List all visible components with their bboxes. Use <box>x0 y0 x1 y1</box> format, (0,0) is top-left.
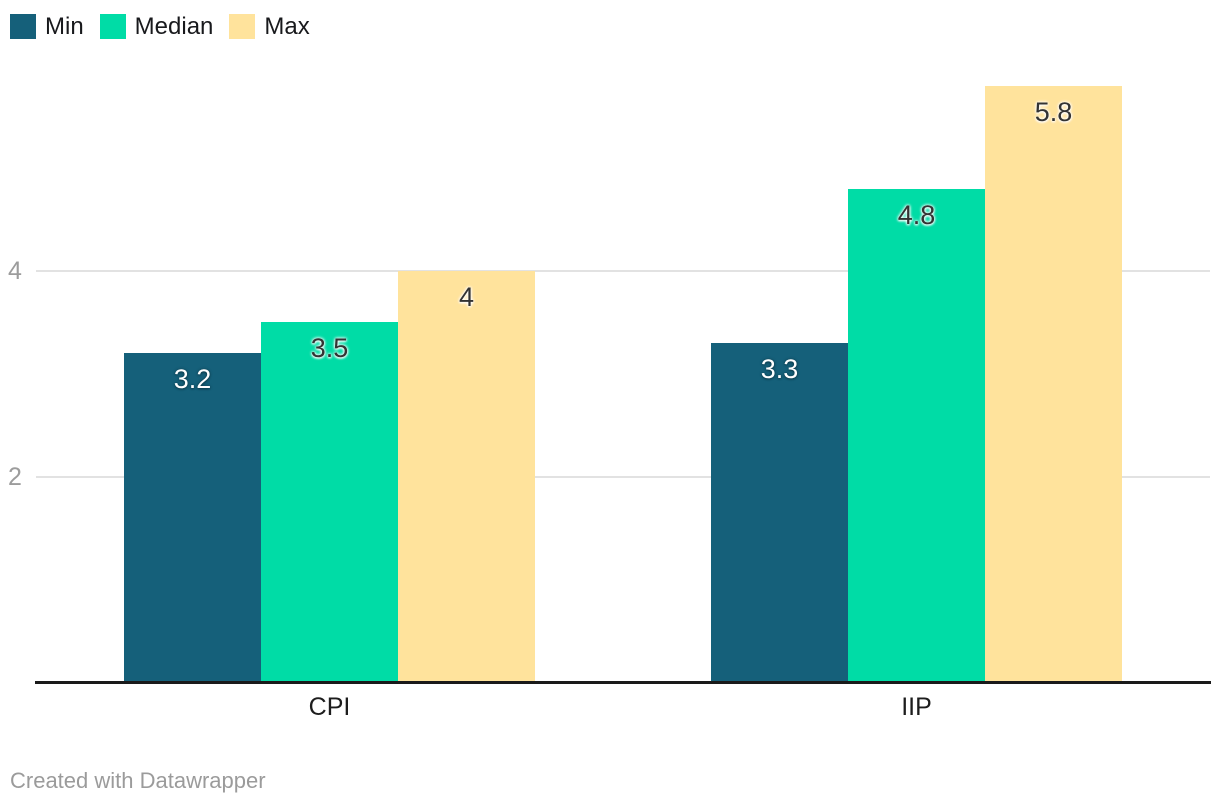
legend-item-median: Median <box>99 13 214 40</box>
legend-item-min: Min <box>10 14 84 39</box>
bar-cpi-median[interactable]: 3.5 <box>261 322 398 683</box>
legend-label-median: Median <box>134 13 214 40</box>
bar-iip-median[interactable]: 4.8 <box>848 189 985 683</box>
gridline-2 <box>36 476 1210 478</box>
legend-label-min: Min <box>45 13 84 40</box>
legend-swatch-max-icon <box>229 14 256 39</box>
y-tick-label-2: 2 <box>8 463 22 491</box>
legend-swatch-median-icon <box>99 14 126 39</box>
gridline-4 <box>36 270 1210 272</box>
bar-value-label: 4.8 <box>897 200 936 230</box>
bar-cpi-min[interactable]: 3.2 <box>124 353 261 683</box>
legend: Min Median Max <box>10 14 310 39</box>
datawrapper-credit-link[interactable]: Created with Datawrapper <box>10 768 266 793</box>
legend-item-max: Max <box>229 13 310 40</box>
bar-iip-min[interactable]: 3.3 <box>711 343 848 683</box>
x-axis-line <box>35 681 1211 684</box>
bar-value-label: 5.8 <box>1034 97 1073 127</box>
legend-label-max: Max <box>264 13 310 40</box>
bar-iip-max[interactable]: 5.8 <box>985 86 1122 683</box>
x-category-label-iip: IIP <box>901 693 932 721</box>
bar-value-label: 4 <box>458 282 475 312</box>
bar-value-label: 3.2 <box>173 364 212 394</box>
bar-value-label: 3.3 <box>760 354 799 384</box>
bar-value-label: 3.5 <box>310 333 349 363</box>
bar-cpi-max[interactable]: 4 <box>398 271 535 683</box>
y-tick-label-4: 4 <box>8 257 22 285</box>
legend-swatch-min-icon <box>10 14 36 39</box>
x-category-label-cpi: CPI <box>308 693 351 721</box>
